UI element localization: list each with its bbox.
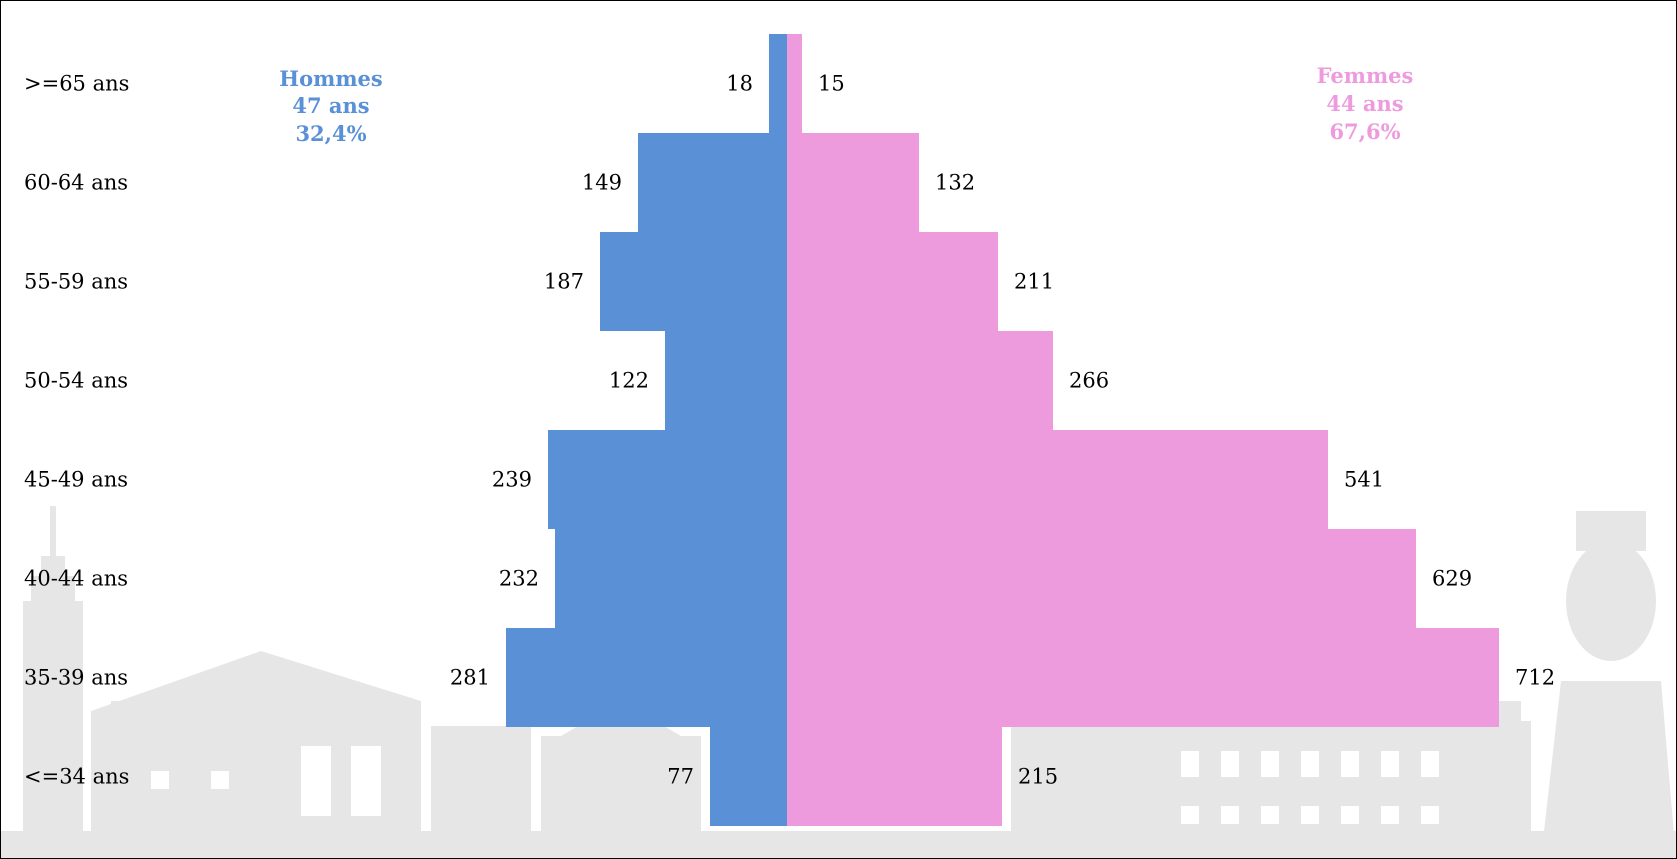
legend-hommes: Hommes 47 ans 32,4%	[279, 66, 382, 146]
bar-hommes-65-ans	[769, 34, 787, 133]
value-label-femmes-65-ans: 15	[818, 72, 845, 96]
value-label-femmes-60-64-ans: 132	[935, 171, 975, 195]
bar-hommes-55-59-ans	[600, 232, 787, 331]
bar-femmes-40-44-ans	[787, 529, 1416, 628]
bar-femmes-55-59-ans	[787, 232, 998, 331]
bar-femmes-60-64-ans	[787, 133, 919, 232]
value-label-hommes-35-39-ans: 281	[450, 666, 490, 690]
age-label-45-49-ans: 45-49 ans	[24, 468, 128, 492]
legend-hommes-share: 32,4%	[295, 121, 366, 146]
bar-femmes-34-ans	[787, 727, 1002, 826]
bar-hommes-35-39-ans	[506, 628, 787, 727]
bar-hommes-34-ans	[710, 727, 787, 826]
age-label-40-44-ans: 40-44 ans	[24, 567, 128, 591]
bar-hommes-60-64-ans	[638, 133, 787, 232]
age-label-55-59-ans: 55-59 ans	[24, 270, 128, 294]
skyline-windows	[151, 746, 1439, 824]
bar-femmes-50-54-ans	[787, 331, 1053, 430]
value-label-hommes-50-54-ans: 122	[609, 369, 649, 393]
value-label-hommes-45-49-ans: 239	[492, 468, 532, 492]
legend-femmes-title: Femmes	[1317, 63, 1414, 88]
value-label-hommes-40-44-ans: 232	[499, 567, 539, 591]
legend-hommes-title: Hommes	[279, 66, 382, 91]
value-label-femmes-55-59-ans: 211	[1014, 270, 1054, 294]
age-label-50-54-ans: 50-54 ans	[24, 369, 128, 393]
age-label-34-ans: <=34 ans	[24, 765, 129, 789]
bars-group	[506, 34, 1499, 826]
bar-femmes-35-39-ans	[787, 628, 1499, 727]
value-label-femmes-34-ans: 215	[1018, 765, 1058, 789]
legend-femmes-share: 67,6%	[1329, 119, 1400, 144]
age-label-65-ans: >=65 ans	[24, 72, 129, 96]
age-label-60-64-ans: 60-64 ans	[24, 171, 128, 195]
age-label-35-39-ans: 35-39 ans	[24, 666, 128, 690]
value-labels-group: 18 15 149 132 187 211 122 266 239 541 232 629 281 712…	[450, 72, 1555, 789]
bar-femmes-65-ans	[787, 34, 802, 133]
value-label-hommes-55-59-ans: 187	[544, 270, 584, 294]
legend-femmes: Femmes 44 ans 67,6%	[1317, 63, 1414, 144]
bar-hommes-45-49-ans	[548, 430, 787, 529]
value-label-hommes-65-ans: 18	[726, 72, 753, 96]
legend-hommes-age: 47 ans	[292, 93, 369, 118]
value-label-hommes-34-ans: 77	[667, 765, 694, 789]
bar-hommes-50-54-ans	[665, 331, 787, 430]
bar-femmes-45-49-ans	[787, 430, 1328, 529]
value-label-femmes-50-54-ans: 266	[1069, 369, 1109, 393]
legend-femmes-age: 44 ans	[1326, 91, 1403, 116]
bar-hommes-40-44-ans	[555, 529, 787, 628]
value-label-femmes-45-49-ans: 541	[1344, 468, 1384, 492]
value-label-femmes-35-39-ans: 712	[1515, 666, 1555, 690]
value-label-hommes-60-64-ans: 149	[582, 171, 622, 195]
value-label-femmes-40-44-ans: 629	[1432, 567, 1472, 591]
age-labels-group: >=65 ans 60-64 ans 55-59 ans 50-54 ans 45-49…	[24, 72, 129, 789]
